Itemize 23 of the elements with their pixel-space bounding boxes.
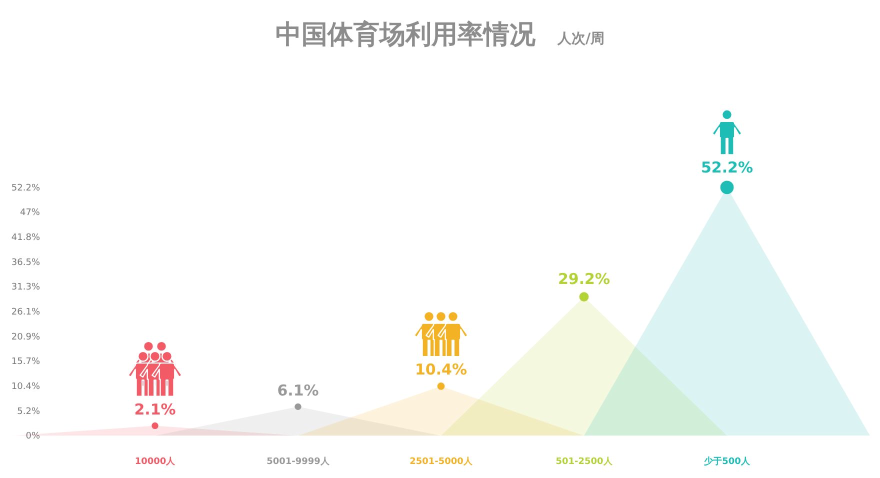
data-label: 6.1% (277, 381, 319, 400)
x-tick-label: 2501-5000人 (410, 456, 474, 467)
y-tick-label: 15.7% (11, 357, 40, 368)
y-tick-label: 0% (26, 432, 40, 442)
data-label: 52.2% (700, 158, 754, 177)
chart-subtitle: 人次/周 (556, 31, 605, 47)
y-tick-label: 52.2% (11, 183, 40, 194)
y-tick-label: 26.1% (11, 307, 40, 318)
x-tick-label: 5001-9999人 (266, 456, 330, 467)
x-tick-label: 501-2500人 (556, 456, 614, 467)
data-label: 10.4% (414, 360, 468, 379)
y-tick-label: 31.3% (11, 282, 40, 293)
y-tick-label: 10.4% (11, 382, 40, 392)
y-tick-label: 20.9% (11, 332, 40, 342)
y-tick-label: 41.8% (11, 232, 40, 243)
chart-title: 中国体育场利用率情况 (275, 19, 536, 50)
data-label: 2.1% (134, 400, 176, 418)
data-label: 29.2% (558, 270, 610, 288)
y-tick-label: 36.5% (11, 258, 40, 268)
y-tick-label: 5.2% (17, 406, 40, 417)
x-tick-label: 10000人 (134, 456, 176, 467)
x-tick-label: 少于500人 (703, 456, 751, 467)
y-tick-label: 47% (20, 208, 40, 218)
